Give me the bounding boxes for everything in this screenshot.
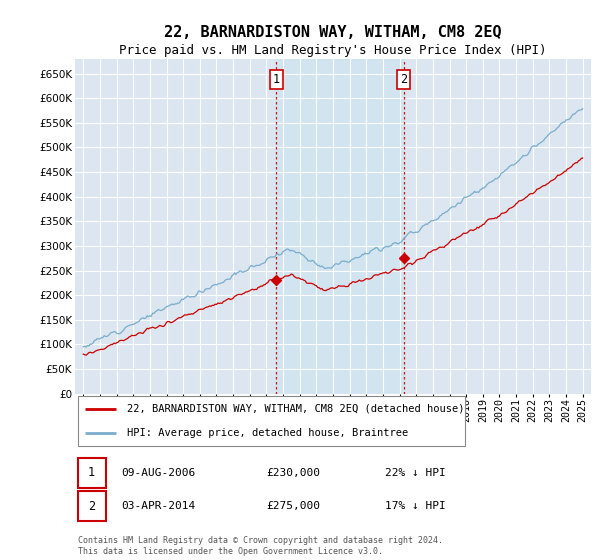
Text: HPI: Average price, detached house, Braintree: HPI: Average price, detached house, Brai… <box>127 428 408 438</box>
Text: 1: 1 <box>88 466 95 479</box>
Text: Price paid vs. HM Land Registry's House Price Index (HPI): Price paid vs. HM Land Registry's House … <box>119 44 547 57</box>
Text: 09-AUG-2006: 09-AUG-2006 <box>121 468 196 478</box>
Text: 22, BARNARDISTON WAY, WITHAM, CM8 2EQ (detached house): 22, BARNARDISTON WAY, WITHAM, CM8 2EQ (d… <box>127 404 464 413</box>
Text: 03-APR-2014: 03-APR-2014 <box>121 501 196 511</box>
Text: 2: 2 <box>88 500 95 512</box>
FancyBboxPatch shape <box>77 458 106 488</box>
Text: 1: 1 <box>273 73 280 86</box>
Text: 2: 2 <box>400 73 407 86</box>
Text: Contains HM Land Registry data © Crown copyright and database right 2024.
This d: Contains HM Land Registry data © Crown c… <box>77 536 443 556</box>
Text: 22, BARNARDISTON WAY, WITHAM, CM8 2EQ: 22, BARNARDISTON WAY, WITHAM, CM8 2EQ <box>164 25 502 40</box>
Text: 22% ↓ HPI: 22% ↓ HPI <box>385 468 445 478</box>
Text: 17% ↓ HPI: 17% ↓ HPI <box>385 501 445 511</box>
Bar <box>277 59 404 394</box>
FancyBboxPatch shape <box>77 492 106 521</box>
Text: £275,000: £275,000 <box>266 501 320 511</box>
FancyBboxPatch shape <box>77 396 464 446</box>
Text: £230,000: £230,000 <box>266 468 320 478</box>
